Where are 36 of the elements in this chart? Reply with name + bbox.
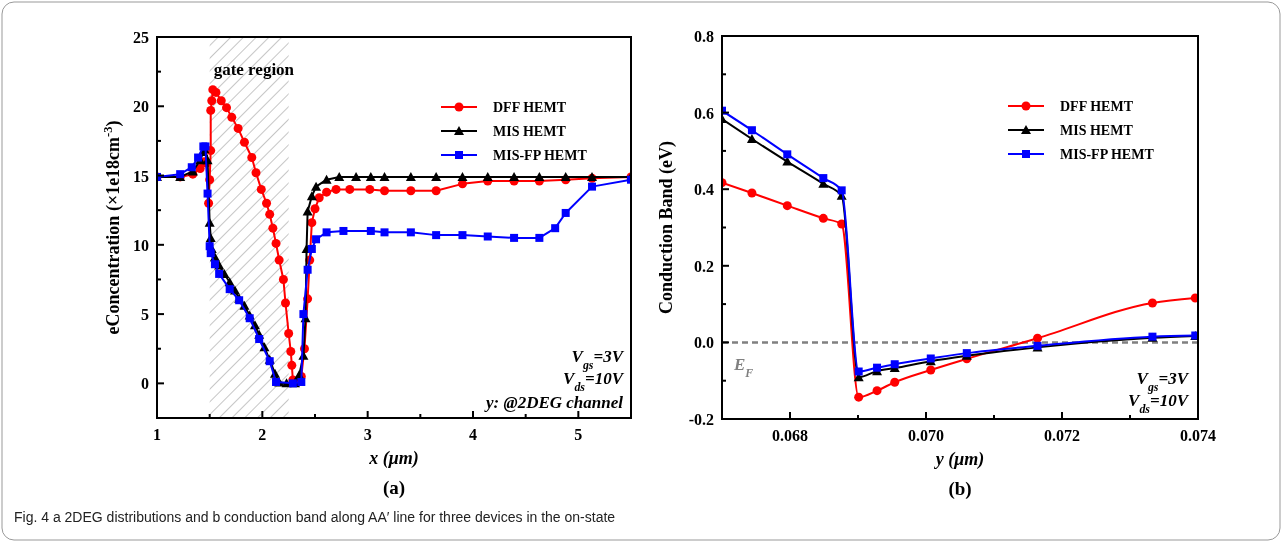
legend-label: DFF HEMT — [1060, 99, 1134, 114]
y-tick-label: 0 — [141, 375, 149, 393]
y-tick-label: 20 — [133, 98, 149, 116]
caption: Fig. 4 a 2DEG distributions and b conduction band along AA′ line for three devices in the on-state — [14, 509, 616, 525]
x-tick-label: 0.068 — [772, 427, 808, 444]
x-tick-label: 3 — [363, 426, 372, 443]
x-tick-label: 0.074 — [1180, 427, 1216, 444]
y-tick-label: 15 — [133, 167, 149, 185]
x-axis-title: x (μm) — [368, 448, 419, 469]
x-tick-label: 0.070 — [908, 427, 944, 444]
ref-line-label: E$_{F}$ — [733, 355, 754, 381]
y-tick-label: 0.8 — [694, 28, 714, 45]
band-label: gate region — [213, 60, 295, 79]
y-tick-label: 0.6 — [694, 104, 714, 122]
legend-label: MIS-FP HEMT — [1060, 147, 1155, 162]
text: (b) — [948, 478, 972, 500]
legend-label: MIS HEMT — [493, 124, 567, 139]
legend-label: MIS HEMT — [1060, 123, 1134, 138]
x-tick-label: 2 — [258, 426, 267, 443]
y-tick-label: 0.0 — [694, 334, 714, 352]
x-axis-title: y (μm) — [933, 449, 985, 470]
y-tick-label: 10 — [133, 236, 149, 254]
y-tick-label: 0.2 — [694, 257, 714, 275]
legend-label: MIS-FP HEMT — [493, 148, 588, 163]
y-tick-label: -0.2 — [688, 411, 714, 428]
y-axis-title: Conduction Band (eV) — [656, 140, 677, 315]
x-tick-label: 4 — [469, 426, 477, 443]
x-tick-label: 1 — [153, 426, 161, 443]
y-tick-label: 0.4 — [694, 181, 714, 199]
legend-label: DFF HEMT — [493, 100, 567, 115]
y-tick-label: 25 — [133, 29, 149, 46]
annotation: y: @2DEG channel — [484, 393, 624, 412]
y-tick-label: 5 — [141, 306, 149, 324]
x-tick-label: 0.072 — [1044, 427, 1080, 444]
x-tick-label: 5 — [574, 426, 583, 443]
text: (a) — [382, 477, 406, 499]
